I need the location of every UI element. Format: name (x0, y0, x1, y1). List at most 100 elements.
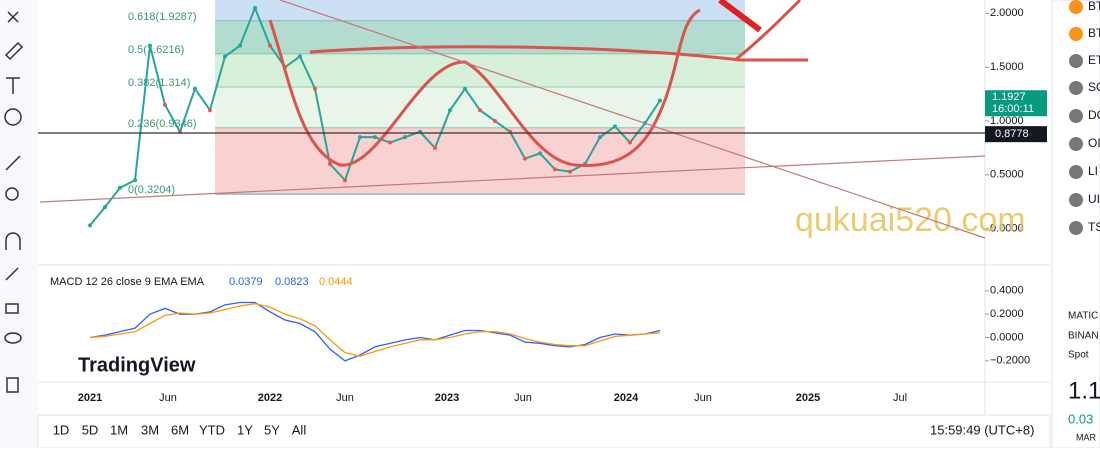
clock: 15:59:49 (UTC+8) (930, 422, 1034, 437)
price-point (448, 108, 452, 113)
hand-drawings (268, 0, 808, 168)
drawn-curve (268, 8, 701, 168)
range-button[interactable]: 6M (171, 422, 189, 437)
fib-band (215, 54, 745, 88)
tool-lock[interactable] (5, 303, 19, 314)
tool-ruler[interactable] (5, 155, 21, 171)
fib-band (215, 87, 745, 129)
macd-tick-label: 0.4000 (990, 285, 1024, 297)
price-point (553, 167, 557, 172)
tool-trash[interactable] (6, 377, 19, 393)
watchlist-symbol[interactable]: LI (1088, 164, 1098, 178)
coin-icon (1069, 109, 1083, 123)
symbol-market: Spot (1068, 350, 1089, 361)
price-point (253, 5, 257, 10)
macd-legend-hist: 0.0444 (319, 276, 353, 288)
time-label: Jul (893, 392, 907, 404)
coin-icon (1069, 0, 1083, 14)
range-button[interactable]: 1M (110, 422, 128, 437)
price-point (523, 156, 527, 161)
toolbar-icons (4, 11, 24, 393)
coin-icon (1069, 54, 1083, 68)
cursor-arrow (718, 0, 762, 33)
price-tick-label: 1.0000 (990, 115, 1024, 127)
time-label: Jun (159, 392, 177, 404)
last-price-label: 1.1927 (992, 91, 1026, 103)
fib-label: 0.236(0.9346) (128, 118, 197, 130)
range-button[interactable]: YTD (199, 422, 225, 437)
tool-emoji[interactable] (4, 108, 22, 126)
range-button[interactable]: 3M (141, 422, 159, 437)
macd-legend-macd: 0.0379 (229, 276, 263, 288)
last-price-box (985, 90, 1047, 117)
fib-zone: 0.618(1.9287)0.5(1.6216)0.382(1.314)0.23… (128, 0, 745, 196)
watchlist-symbol[interactable]: BT (1088, 0, 1100, 13)
macd-line (89, 301, 661, 362)
tool-text[interactable] (6, 77, 20, 94)
price-point (613, 124, 617, 129)
price-point (148, 43, 152, 48)
range-button[interactable]: 5D (82, 422, 99, 437)
countdown: 16:00:11 (992, 103, 1034, 115)
price-tick-label: 0.5000 (990, 169, 1024, 181)
logo: TradingView (78, 354, 196, 376)
coin-icon (1069, 221, 1083, 235)
range-button[interactable]: 1D (53, 422, 70, 437)
tool-lock-draw[interactable] (5, 267, 19, 281)
macd-tick-label: 0.2000 (990, 308, 1024, 320)
tool-magnet[interactable] (5, 232, 21, 250)
price-point (463, 86, 467, 91)
symbol-symbol: MATIC (1068, 311, 1098, 322)
coin-icon (1069, 27, 1083, 41)
tool-crosshair[interactable] (7, 11, 19, 23)
fib-band (215, 0, 745, 22)
time-label: 2021 (78, 392, 102, 404)
watchlist-symbol[interactable]: TS (1088, 220, 1100, 234)
price-point (568, 169, 572, 174)
macd-legend-signal: 0.0823 (275, 276, 309, 288)
coin-icon (1069, 165, 1083, 179)
drawn-neckline (309, 45, 808, 62)
watchlist-symbol[interactable]: SO (1088, 80, 1100, 94)
watchlist-symbol[interactable]: BT (1088, 26, 1100, 40)
coin-icon (1069, 137, 1083, 151)
watchlist-symbol[interactable]: DO (1088, 108, 1100, 122)
price-point (433, 145, 437, 150)
time-label: 2025 (796, 392, 820, 404)
price-point (103, 205, 107, 210)
price-point (403, 135, 407, 140)
watchlist-symbol[interactable]: UI (1088, 192, 1100, 206)
price-point (268, 43, 272, 48)
price-point (208, 108, 212, 113)
price-point (388, 140, 392, 145)
time-label: Jun (336, 392, 354, 404)
price-point (658, 98, 662, 103)
symbol-change: 0.03 (1068, 411, 1093, 426)
tool-brush[interactable] (4, 41, 24, 61)
coin-icon (1069, 193, 1083, 207)
time-label: Jun (514, 392, 532, 404)
fib-band (215, 128, 745, 195)
price-tick-label: 2.0000 (990, 7, 1024, 19)
price-point (598, 135, 602, 140)
range-button[interactable]: 5Y (264, 422, 280, 437)
price-point (238, 43, 242, 48)
watchlist-symbol[interactable]: ET (1088, 53, 1100, 67)
tool-eye[interactable] (4, 332, 22, 344)
watchlist-symbol[interactable]: OI (1088, 136, 1100, 150)
coin-icon (1069, 81, 1083, 95)
fib-label: 0.618(1.9287) (128, 11, 197, 23)
range-button[interactable]: 1Y (237, 422, 253, 437)
price-point (538, 151, 542, 156)
fib-label: 0.5(1.6216) (128, 44, 184, 56)
time-label: 2024 (614, 392, 639, 404)
range-button[interactable]: All (292, 422, 307, 437)
time-label: Jun (694, 392, 712, 404)
macd-tick-label: 0.0000 (990, 331, 1024, 343)
price-point (628, 140, 632, 145)
price-point (328, 162, 332, 167)
price-tick-label: 1.5000 (990, 61, 1024, 73)
tool-zoom[interactable] (5, 187, 19, 201)
price-point (493, 118, 497, 123)
trend-support (39, 155, 986, 203)
